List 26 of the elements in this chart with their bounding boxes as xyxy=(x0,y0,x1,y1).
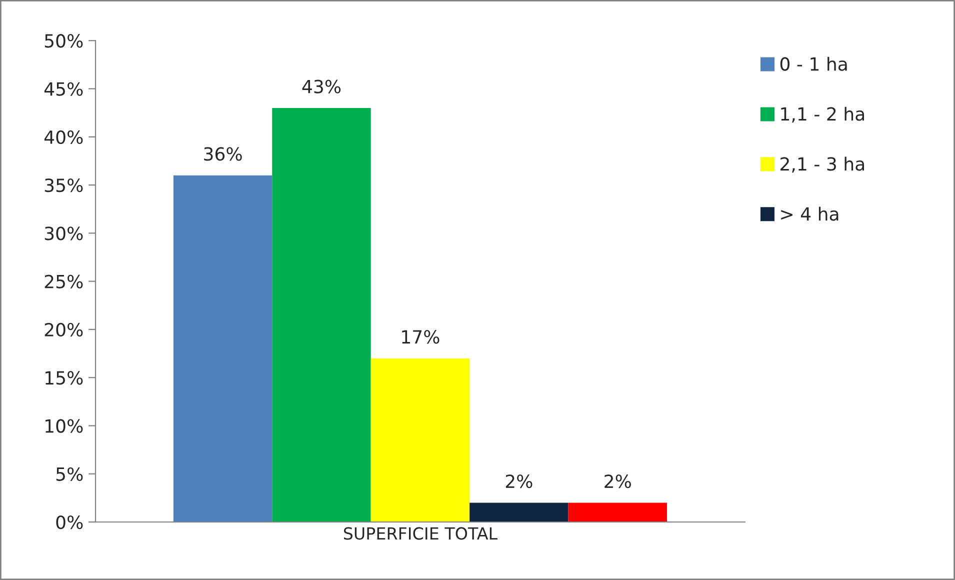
legend-label: 1,1 - 2 ha xyxy=(781,106,864,123)
data-label: 2% xyxy=(604,474,631,488)
legend-label: 2,1 - 3 ha xyxy=(780,156,864,173)
y-tick-label: 25% xyxy=(44,274,83,288)
y-tick-label: 5% xyxy=(56,467,83,481)
y-tick-label: 0% xyxy=(56,515,83,530)
data-label: 43% xyxy=(302,80,341,94)
bar xyxy=(173,175,272,522)
y-tick-label: 10% xyxy=(46,419,83,433)
legend-label: > 4 ha xyxy=(781,206,838,221)
data-label: 17% xyxy=(402,330,440,344)
data-label: 36% xyxy=(204,147,242,161)
y-tick-label: 40% xyxy=(44,130,83,144)
y-tick-label: 20% xyxy=(44,322,83,337)
data-label: 2% xyxy=(506,474,532,488)
bar xyxy=(272,108,371,522)
bar xyxy=(470,502,568,522)
y-tick-label: 45% xyxy=(44,82,83,96)
legend-label: 0 - 1 ha xyxy=(780,56,847,71)
y-tick-label: 35% xyxy=(44,178,83,192)
y-tick-label: 15% xyxy=(46,371,83,385)
y-tick-label: 50% xyxy=(44,34,83,48)
bar xyxy=(370,358,470,522)
bar xyxy=(568,502,667,522)
x-tick-label: SUPERFICIE TOTAL xyxy=(344,527,498,540)
y-tick-label: 30% xyxy=(44,226,83,240)
